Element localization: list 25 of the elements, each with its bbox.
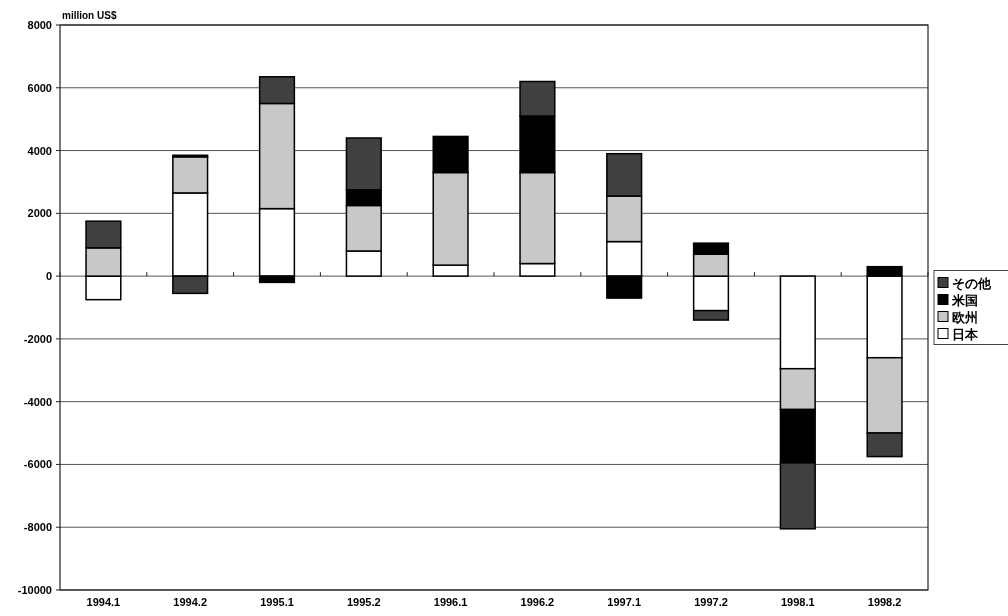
y-tick-label: -2000 xyxy=(23,332,52,345)
legend-label: 日本 xyxy=(952,326,979,342)
y-tick-label: 2000 xyxy=(27,207,52,220)
x-tick-label: 1995.1 xyxy=(260,596,294,608)
y-tick-label: -8000 xyxy=(23,521,52,534)
legend-label: その他 xyxy=(952,275,992,291)
x-tick-label: 1996.2 xyxy=(520,596,555,608)
x-tick-label: 1997.1 xyxy=(607,596,642,608)
x-tick-label: 1998.1 xyxy=(780,596,815,608)
y-tick-label: 8000 xyxy=(27,19,52,31)
y-tick-label: -4000 xyxy=(23,395,52,408)
y-axis-title: million US$ xyxy=(62,10,117,21)
x-tick-label: 1994.1 xyxy=(86,596,121,608)
y-tick-label: 4000 xyxy=(27,144,52,157)
x-tick-label: 1997.2 xyxy=(694,596,728,608)
x-tick-label: 1995.2 xyxy=(346,596,381,608)
x-tick-label: 1996.1 xyxy=(433,596,468,608)
legend-label: 欧州 xyxy=(952,309,978,325)
x-tick-label: 1994.2 xyxy=(173,596,208,608)
y-tick-label: 6000 xyxy=(27,81,52,94)
legend-label: 米国 xyxy=(951,292,978,308)
y-tick-label: 0 xyxy=(45,270,52,283)
y-tick-label: -10000 xyxy=(17,584,52,596)
x-tick-label: 1998.2 xyxy=(867,596,902,608)
y-tick-label: -6000 xyxy=(23,458,52,471)
